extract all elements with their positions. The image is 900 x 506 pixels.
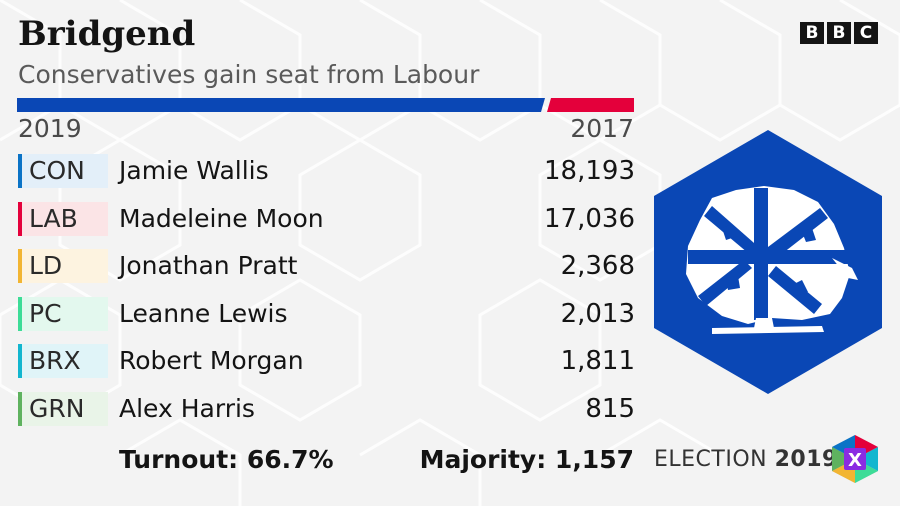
bbc-logo-letter-2: B bbox=[827, 22, 851, 44]
seat-change-bar bbox=[17, 98, 634, 112]
party-code: GRN bbox=[18, 391, 108, 426]
result-row: BRX Robert Morgan 1,811 bbox=[18, 344, 635, 378]
vote-count: 18,193 bbox=[544, 156, 635, 186]
turnout-label: Turnout: 66.7% bbox=[119, 445, 334, 474]
vote-count: 1,811 bbox=[560, 346, 635, 376]
election-label: ELECTION 2019 bbox=[654, 447, 838, 472]
constituency-title: Bridgend bbox=[18, 14, 196, 54]
seat-change-bar-previous bbox=[547, 98, 634, 112]
party-code: PC bbox=[18, 296, 108, 331]
result-row: PC Leanne Lewis 2,013 bbox=[18, 296, 635, 331]
candidate-name: Madeleine Moon bbox=[119, 203, 324, 233]
party-code: BRX bbox=[18, 344, 108, 378]
candidate-name: Jonathan Pratt bbox=[119, 251, 298, 280]
election-badge-letter: X bbox=[848, 450, 862, 471]
candidate-name: Alex Harris bbox=[119, 393, 255, 423]
party-code: CON bbox=[18, 154, 108, 188]
party-code: LAB bbox=[18, 201, 108, 236]
election-word: ELECTION bbox=[654, 447, 768, 472]
conservative-tree-icon bbox=[654, 130, 882, 394]
candidate-name: Robert Morgan bbox=[119, 346, 304, 375]
majority-label: Majority: 1,157 bbox=[419, 445, 634, 474]
result-row: LD Jonathan Pratt 2,368 bbox=[18, 249, 635, 283]
vote-count: 2,368 bbox=[560, 251, 635, 281]
vote-count: 17,036 bbox=[544, 203, 635, 234]
year-previous: 2017 bbox=[570, 114, 634, 143]
bbc-logo-letter-1: B bbox=[800, 22, 824, 44]
candidate-name: Leanne Lewis bbox=[119, 298, 288, 328]
result-row: LAB Madeleine Moon 17,036 bbox=[18, 201, 635, 236]
year-current: 2019 bbox=[18, 114, 82, 143]
bbc-logo: B B C bbox=[800, 22, 878, 44]
seat-change-bar-winner bbox=[17, 98, 545, 112]
bbc-logo-letter-3: C bbox=[854, 22, 878, 44]
party-code: LD bbox=[18, 249, 108, 283]
result-subtitle: Conservatives gain seat from Labour bbox=[18, 60, 480, 89]
vote-count: 2,013 bbox=[560, 298, 635, 329]
vote-count: 815 bbox=[585, 393, 635, 424]
result-row: CON Jamie Wallis 18,193 bbox=[18, 154, 635, 188]
election-year: 2019 bbox=[774, 447, 838, 472]
election-x-icon: X bbox=[832, 435, 878, 483]
result-row: GRN Alex Harris 815 bbox=[18, 391, 635, 426]
candidate-name: Jamie Wallis bbox=[119, 156, 269, 185]
